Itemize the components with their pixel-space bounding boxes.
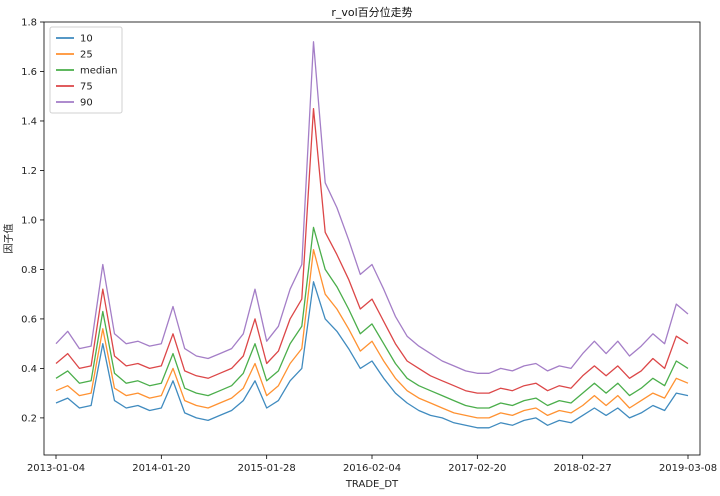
series-line-75: [55, 107, 689, 394]
legend-label-90: 90: [80, 98, 93, 109]
x-axis-label: TRADE_DT: [345, 479, 399, 490]
x-tick-label: 2016-02-04: [343, 463, 401, 474]
y-tick-label: 1.6: [21, 67, 37, 78]
y-tick-label: 0.4: [21, 364, 37, 375]
x-tick-label: 2015-01-28: [238, 463, 296, 474]
series-line-25: [55, 248, 689, 419]
series-line-10: [55, 281, 689, 429]
series-line-90: [55, 41, 689, 374]
legend-label-75: 75: [80, 82, 93, 93]
y-tick-label: 0.8: [21, 265, 37, 276]
legend-label-median: median: [80, 66, 118, 77]
legend-label-25: 25: [80, 50, 93, 61]
legend-label-10: 10: [80, 34, 93, 45]
y-tick-label: 1.4: [21, 116, 37, 127]
chart-title: r_vol百分位走势: [331, 5, 412, 19]
legend-box: [49, 26, 123, 114]
y-tick-label: 0.6: [21, 314, 37, 325]
x-tick-label: 2018-02-27: [554, 463, 612, 474]
y-axis-label: 因子值: [2, 224, 15, 254]
y-axis-ticks: 0.2 0.4 0.6 0.8 1.0 1.2 1.4 1.6 1.8: [21, 18, 44, 424]
x-axis-ticks: 2013-01-04 2014-01-20 2015-01-28 2016-02-04…: [27, 455, 717, 474]
series-layer: [55, 41, 689, 429]
y-tick-label: 1.0: [21, 215, 37, 226]
x-tick-label: 2019-03-08: [659, 463, 717, 474]
y-tick-label: 1.8: [21, 18, 37, 29]
x-tick-label: 2013-01-04: [27, 463, 85, 474]
x-tick-label: 2014-01-20: [132, 463, 190, 474]
series-line-median: [55, 226, 689, 409]
legend: 10 25 median 75 90: [49, 26, 123, 114]
y-tick-label: 1.2: [21, 166, 37, 177]
x-tick-label: 2017-02-20: [448, 463, 506, 474]
y-tick-label: 0.2: [21, 413, 37, 424]
